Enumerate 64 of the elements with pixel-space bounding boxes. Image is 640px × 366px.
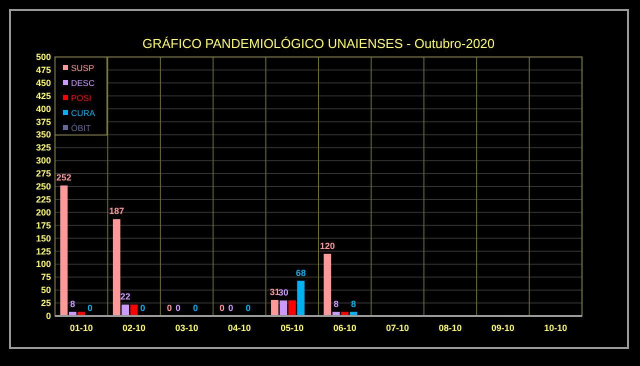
data-label: 0 [246,303,251,313]
y-tick-label: 250 [36,182,51,192]
legend-label: DESC [71,78,95,88]
legend-label: CURA [71,108,96,118]
y-tick-label: 450 [36,78,51,88]
y-tick-label: 275 [36,168,51,179]
data-label: 0 [140,303,146,313]
bar [280,300,288,316]
legend-label: SUSP [71,63,94,73]
y-tick-label: 150 [36,233,51,244]
y-tick-label: 300 [36,156,51,166]
bar [122,304,130,316]
bar [112,219,120,316]
data-label: 0 [228,303,234,313]
y-tick-label: 200 [36,207,51,218]
y-tick-label: 225 [36,194,51,204]
data-label: 22 [120,292,130,302]
bar [271,300,278,316]
x-tick-label: 01-10 [70,323,93,333]
bar [324,254,332,316]
x-tick-label: 02-10 [122,323,146,333]
x-tick-label: 10-10 [544,323,568,333]
data-label: 0 [220,303,225,313]
x-tick-label: 06-10 [333,323,356,333]
data-label: 31 [270,286,280,297]
data-label: 8 [351,298,356,309]
y-tick-label: 175 [36,220,51,230]
chart-title: GRÁFICO PANDEMIOLÓGICO UNAIENSES - Outubro-2020 [142,36,495,51]
data-label: 0 [88,303,93,313]
data-label: 68 [296,268,306,278]
data-label: 252 [56,172,72,182]
y-tick-label: 375 [36,116,51,127]
data-label: 0 [176,303,181,313]
data-label: 8 [70,298,76,309]
bar [297,280,305,316]
data-label: 0 [192,303,198,313]
x-tick-label: 08-10 [438,323,462,333]
bar [288,300,296,316]
y-tick-label: 425 [36,90,51,101]
y-tick-label: 50 [40,285,51,296]
y-tick-label: 0 [46,311,51,321]
legend-label: ÓBIT [71,123,91,133]
x-tick-label: 09-10 [491,323,514,333]
data-label: 187 [109,206,124,216]
y-tick-label: 500 [36,52,51,62]
bar [60,185,68,316]
y-tick-label: 125 [36,246,51,256]
y-tick-label: 100 [36,259,51,270]
data-label: 0 [166,303,172,313]
x-tick-label: 05-10 [280,323,304,333]
y-tick-label: 325 [36,142,51,153]
y-tick-label: 25 [40,298,51,308]
data-label: 120 [320,240,335,251]
y-tick-label: 400 [36,104,51,114]
legend-label: POSI [71,93,92,103]
y-tick-label: 475 [36,64,51,75]
data-label: 8 [334,298,339,309]
data-label: 30 [278,287,288,298]
x-tick-label: 03-10 [175,323,198,333]
x-tick-label: 04-10 [228,323,251,333]
x-tick-label: 07-10 [386,323,410,333]
bar [130,304,138,316]
y-tick-label: 350 [36,130,51,140]
y-tick-label: 75 [40,272,51,282]
